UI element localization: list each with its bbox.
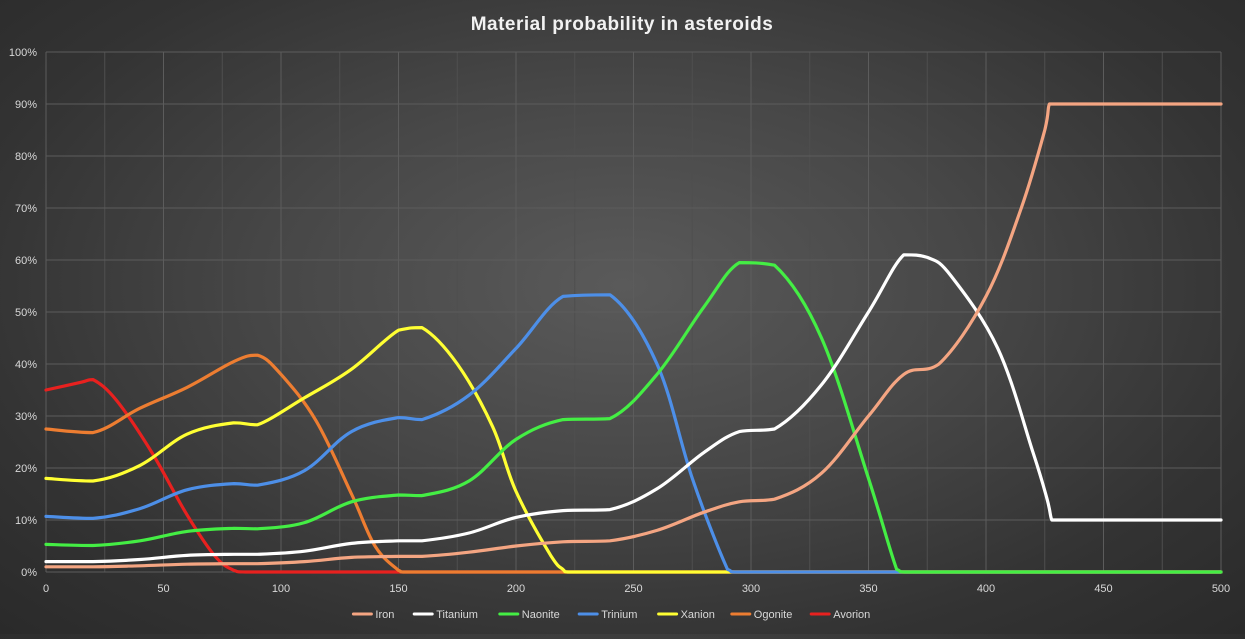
legend-label: Iron bbox=[375, 609, 394, 621]
legend-item-xanion: Xanion bbox=[657, 609, 715, 621]
x-tick-label: 450 bbox=[1094, 583, 1112, 595]
y-tick-label: 100% bbox=[9, 47, 37, 59]
y-tick-label: 20% bbox=[15, 463, 37, 475]
series-line-xanion bbox=[44, 326, 1223, 574]
y-tick-label: 0% bbox=[21, 567, 37, 579]
series-line-iron bbox=[44, 102, 1223, 569]
legend-item-avorion: Avorion bbox=[809, 609, 870, 621]
series-line-trinium bbox=[44, 293, 1223, 574]
series-group bbox=[44, 102, 1223, 574]
legend-item-naonite: Naonite bbox=[498, 609, 560, 621]
series-line-titanium bbox=[44, 253, 1223, 564]
series-line-ogonite bbox=[44, 353, 1223, 574]
x-tick-label: 300 bbox=[742, 583, 760, 595]
x-tick-label: 150 bbox=[389, 583, 407, 595]
x-tick-label: 350 bbox=[859, 583, 877, 595]
y-tick-label: 70% bbox=[15, 203, 37, 215]
legend-label: Avorion bbox=[833, 609, 870, 621]
legend-item-ogonite: Ogonite bbox=[730, 609, 793, 621]
legend: Iron Titanium Naonite Trinium Xanion Ogonite A… bbox=[351, 609, 870, 621]
legend-label: Trinium bbox=[601, 609, 637, 621]
y-tick-label: 50% bbox=[15, 307, 37, 319]
y-tick-label: 60% bbox=[15, 255, 37, 267]
x-tick-label: 50 bbox=[157, 583, 169, 595]
x-tick-label: 500 bbox=[1212, 583, 1230, 595]
x-axis: 0 50 100 150 200 250 300 350 400 450 500 bbox=[43, 583, 1230, 595]
series-line-naonite bbox=[44, 261, 1223, 574]
y-axis: 0% 10% 20% 30% 40% 50% 60% 70% 80% 90% 100% bbox=[9, 47, 37, 579]
chart-title: Material probability in asteroids bbox=[471, 14, 774, 35]
x-tick-label: 0 bbox=[43, 583, 49, 595]
y-tick-label: 90% bbox=[15, 99, 37, 111]
x-tick-label: 250 bbox=[624, 583, 642, 595]
legend-label: Xanion bbox=[681, 609, 715, 621]
legend-label: Naonite bbox=[522, 609, 560, 621]
legend-item-titanium: Titanium bbox=[412, 609, 478, 621]
x-tick-label: 400 bbox=[977, 583, 995, 595]
legend-item-trinium: Trinium bbox=[577, 609, 637, 621]
x-tick-label: 100 bbox=[272, 583, 290, 595]
legend-label: Ogonite bbox=[754, 609, 793, 621]
y-tick-label: 40% bbox=[15, 359, 37, 371]
x-tick-label: 200 bbox=[507, 583, 525, 595]
legend-item-iron: Iron bbox=[351, 609, 394, 621]
y-tick-label: 10% bbox=[15, 515, 37, 527]
legend-label: Titanium bbox=[436, 609, 478, 621]
y-tick-label: 30% bbox=[15, 411, 37, 423]
y-tick-label: 80% bbox=[15, 151, 37, 163]
